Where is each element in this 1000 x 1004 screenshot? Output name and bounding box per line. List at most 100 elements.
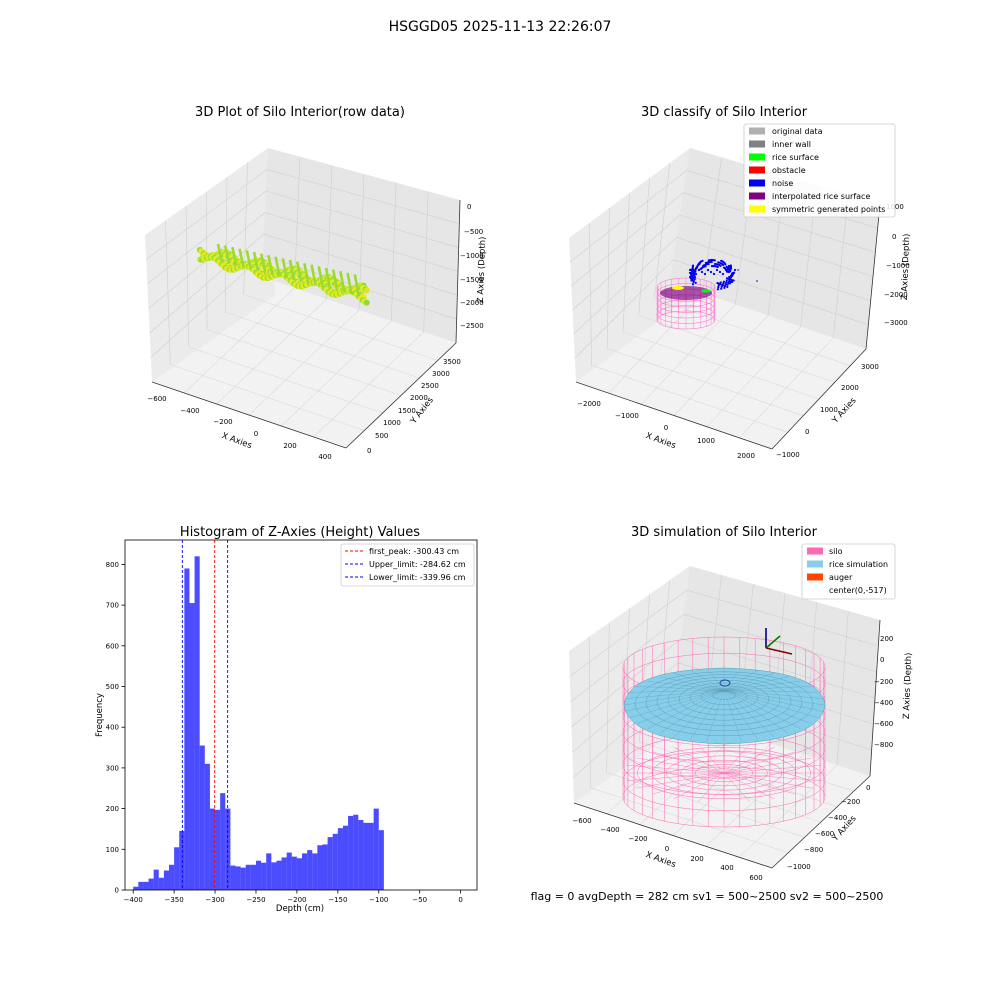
rice-mesh	[659, 689, 725, 734]
legend-label: symmetric generated points	[772, 205, 885, 214]
raw-point-rib	[288, 259, 296, 281]
rice-mesh	[623, 689, 725, 706]
histogram-bar	[250, 864, 256, 890]
legend-label: auger	[829, 573, 853, 582]
silo-floor-spoke	[652, 772, 725, 795]
silo-floor-spoke	[723, 772, 812, 789]
y-tick-label: 400	[106, 724, 119, 732]
histogram-bar	[220, 793, 226, 890]
noise-point	[722, 282, 725, 285]
silo-floor-spoke	[723, 772, 751, 803]
symmetric-points	[672, 286, 684, 290]
raw-y-tick: 1000	[383, 419, 401, 427]
raw-x-tick: 400	[318, 453, 331, 461]
raw-x-ticks: −600 −400 −200 0 200 400	[147, 395, 331, 461]
classify-z-tick: −3000	[884, 319, 908, 327]
legend-swatch	[749, 179, 765, 187]
histogram-bar	[179, 830, 185, 890]
histogram-bar	[133, 886, 139, 890]
grid-line	[243, 162, 248, 295]
noise-point	[692, 280, 695, 283]
raw-point-rib	[317, 266, 325, 288]
rice-mesh	[637, 689, 725, 724]
noise-point	[692, 276, 695, 279]
histogram-bar	[261, 862, 267, 890]
noise-point	[723, 285, 726, 288]
rice-mesh	[689, 670, 725, 691]
legend-swatch	[807, 573, 823, 581]
histogram-bar	[353, 814, 359, 890]
simulation-x-tick: 0	[665, 845, 669, 853]
legend-frame	[743, 123, 896, 218]
noise-point	[716, 265, 719, 269]
legend-label: first_peak: -300.43 cm	[369, 547, 459, 556]
histogram-bar	[143, 881, 149, 890]
histogram-bar	[296, 858, 303, 890]
grid-line	[836, 610, 849, 766]
classify-x-tick: 1000	[697, 437, 715, 445]
noise-point	[689, 275, 692, 279]
x-tick-label: −150	[328, 896, 347, 904]
noise-point	[721, 283, 724, 287]
silo-floor-spoke	[636, 757, 725, 774]
classify-y-tick: 0	[805, 428, 809, 436]
status-line: flag = 0 avgDepth = 282 cm sv1 = 500~250…	[531, 890, 884, 903]
histogram-x-label: Depth (cm)	[276, 904, 324, 914]
raw-point-rib	[274, 256, 281, 277]
silo-floor-spoke	[697, 772, 725, 803]
silo-floor-spoke	[626, 772, 725, 781]
legend-label: Upper_limit: -284.62 cm	[369, 560, 466, 569]
raw-data-points	[196, 243, 370, 306]
x-tick-label: −250	[246, 896, 265, 904]
simulation-z-tick: 0	[880, 656, 884, 664]
legend-label: rice simulation	[829, 560, 888, 569]
noise-point	[696, 265, 699, 268]
raw-point-rib	[216, 243, 224, 263]
classify-y-tick: 3000	[861, 363, 879, 371]
histogram-bar	[138, 881, 144, 890]
simulation-x-tick: 200	[690, 855, 703, 863]
noise-point	[689, 272, 692, 275]
y-tick-label: 200	[106, 805, 119, 813]
raw-z-tick: −2000	[460, 299, 484, 307]
raw-y-tick: 3000	[432, 370, 450, 378]
noise-point	[725, 277, 729, 280]
raw-y-tick: 3500	[443, 358, 461, 366]
silo-floor-spoke	[673, 746, 725, 774]
x-axis-line	[151, 381, 347, 449]
simulation-z-tick: −400	[874, 699, 893, 707]
classify-x-tick: 0	[664, 424, 668, 432]
histogram-bar	[255, 860, 262, 890]
classify-x-ticks: −2000 −1000 0 1000 2000	[577, 400, 755, 460]
y-tick-label: 100	[106, 846, 119, 854]
noise-point	[732, 271, 736, 274]
raw-plot-title: 3D Plot of Silo Interior(row data)	[195, 105, 405, 120]
silo-floor-spoke	[636, 772, 725, 789]
histogram-bar	[271, 862, 277, 890]
noise-point	[723, 286, 726, 289]
raw-y-ticks: 0 500 1000 1500 2000 2500 3000 3500	[367, 358, 461, 455]
classify-y-ticks: −1000 0 1000 2000 3000	[776, 363, 879, 459]
simulation-y-tick: −600	[815, 830, 834, 838]
classify-plot-title: 3D classify of Silo Interior	[641, 105, 808, 120]
histogram-bar	[148, 878, 154, 890]
raw-point	[363, 299, 370, 306]
noise-point	[728, 278, 731, 281]
rice-mesh	[723, 689, 819, 693]
classify-x-label: X Axies	[644, 431, 677, 451]
legend-label: Lower_limit: -339.96 cm	[369, 573, 466, 582]
raw-point-rib	[339, 270, 346, 293]
simulation-x-ticks: −600 −400 −200 0 200 400 600	[572, 817, 762, 882]
simulation-y-tick: −1000	[787, 863, 811, 871]
triad-x	[765, 647, 793, 655]
raw-x-label: X Axies	[220, 431, 253, 451]
raw-point-rib	[353, 274, 361, 297]
raw-point-rib	[324, 267, 332, 290]
noise-point	[725, 279, 728, 282]
raw-point-rib	[252, 251, 260, 272]
histogram-bar	[194, 556, 200, 890]
noise-point	[688, 268, 692, 272]
left-pane	[569, 566, 695, 803]
